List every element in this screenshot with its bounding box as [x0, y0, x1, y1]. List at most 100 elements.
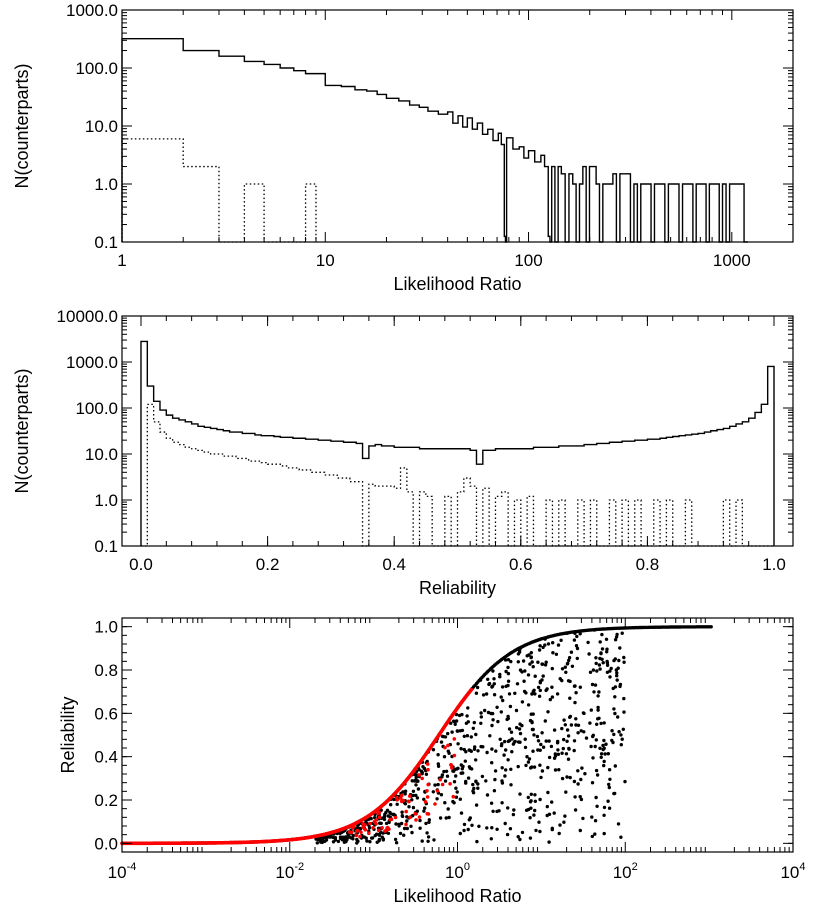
- scatter-point: [432, 838, 436, 842]
- scatter-point: [484, 692, 489, 696]
- x-tick-label-exponent: 2: [632, 861, 638, 873]
- scatter-point: [591, 756, 595, 760]
- scatter-point: [439, 740, 444, 744]
- scatter-point: [529, 651, 533, 655]
- scatter-point: [596, 717, 600, 721]
- scatter-point: [504, 748, 508, 752]
- scatter-series-black: [120, 625, 713, 845]
- scatter-point: [615, 674, 619, 678]
- scatter-point: [426, 782, 431, 787]
- scatter-point: [414, 818, 418, 822]
- scatter-point: [604, 637, 609, 641]
- scatter-point: [579, 797, 584, 802]
- scatter-point: [512, 740, 517, 744]
- scatter-point: [435, 797, 439, 801]
- scatter-point: [342, 840, 347, 844]
- scatter-point: [418, 818, 422, 823]
- scatter-point: [439, 793, 444, 797]
- scatter-point: [444, 816, 448, 820]
- scatter-point: [422, 809, 426, 813]
- scatter-point: [572, 638, 577, 642]
- scatter-point: [590, 834, 594, 839]
- scatter-point: [388, 817, 393, 822]
- scatter-point: [388, 810, 392, 815]
- y-axis-title: N(counterparts): [12, 63, 32, 188]
- scatter-point: [520, 830, 525, 835]
- x-tick-label: 100: [514, 251, 542, 270]
- scatter-point: [532, 733, 536, 737]
- scatter-point: [601, 747, 605, 752]
- scatter-point: [467, 818, 471, 822]
- scatter-point: [484, 779, 488, 783]
- scatter-point: [420, 839, 424, 843]
- scatter-point: [420, 776, 425, 781]
- scatter-point: [443, 801, 447, 805]
- scatter-point: [455, 729, 460, 733]
- scatter-point: [395, 802, 399, 806]
- scatter-point: [523, 669, 527, 673]
- scatter-point: [576, 723, 581, 727]
- scatter-point: [451, 799, 455, 804]
- scatter-point: [538, 688, 542, 693]
- scatter-point: [556, 739, 560, 744]
- scatter-point: [563, 665, 567, 669]
- scatter-point: [550, 685, 554, 689]
- scatter-point: [379, 821, 383, 825]
- scatter-point: [508, 827, 513, 831]
- plot-frame: [121, 617, 794, 853]
- scatter-point: [472, 786, 476, 791]
- scatter-point: [444, 769, 449, 773]
- scatter-point: [598, 640, 602, 644]
- y-tick-label: 10.0: [85, 445, 118, 464]
- scatter-point: [491, 718, 495, 722]
- scatter-point: [477, 824, 481, 828]
- scatter-point: [446, 749, 450, 753]
- scatter-point: [515, 725, 519, 730]
- scatter-point: [578, 685, 582, 689]
- scatter-point: [595, 669, 599, 673]
- scatter-point: [368, 821, 372, 826]
- scatter-point: [521, 659, 526, 663]
- scatter-point: [414, 773, 419, 777]
- scatter-point: [579, 729, 583, 733]
- scatter-point: [464, 721, 469, 725]
- scatter-point: [501, 698, 505, 703]
- scatter-point: [516, 764, 520, 769]
- scatter-point: [541, 674, 545, 678]
- scatter-point: [361, 822, 365, 826]
- scatter-point: [463, 759, 467, 763]
- scatter-point: [422, 797, 426, 801]
- scatter-point: [380, 826, 384, 830]
- scatter-point: [619, 733, 623, 737]
- scatter-point: [426, 835, 431, 839]
- y-tick-label: 0.4: [94, 748, 118, 767]
- scatter-point: [549, 744, 554, 749]
- scatter-point: [476, 782, 480, 786]
- scatter-point: [486, 710, 491, 715]
- y-tick-label: 0.2: [94, 791, 118, 810]
- scatter-point: [573, 631, 577, 635]
- x-tick-label: 1.0: [762, 555, 786, 574]
- y-tick-label: 0.1: [94, 537, 118, 556]
- scatter-point: [528, 816, 532, 820]
- scatter-point: [507, 727, 512, 731]
- scatter-point: [534, 828, 538, 833]
- y-tick-label: 1.0: [94, 618, 118, 637]
- scatter-point: [458, 831, 462, 836]
- scatter-point: [547, 739, 551, 743]
- scatter-point: [538, 644, 542, 648]
- scatter-point: [359, 830, 363, 835]
- scatter-point: [454, 786, 458, 790]
- scatter-point: [336, 839, 341, 844]
- scatter-point: [596, 708, 600, 712]
- scatter-point: [492, 789, 497, 793]
- scatter-point: [490, 826, 494, 830]
- histogram-solid-series: [140, 340, 775, 546]
- scatter-point: [607, 768, 612, 772]
- scatter-point: [490, 723, 494, 728]
- scatter-point: [602, 759, 606, 764]
- scatter-point: [594, 768, 599, 773]
- scatter-point: [590, 682, 595, 687]
- scatter-point: [481, 745, 485, 749]
- scatter-point: [528, 836, 533, 840]
